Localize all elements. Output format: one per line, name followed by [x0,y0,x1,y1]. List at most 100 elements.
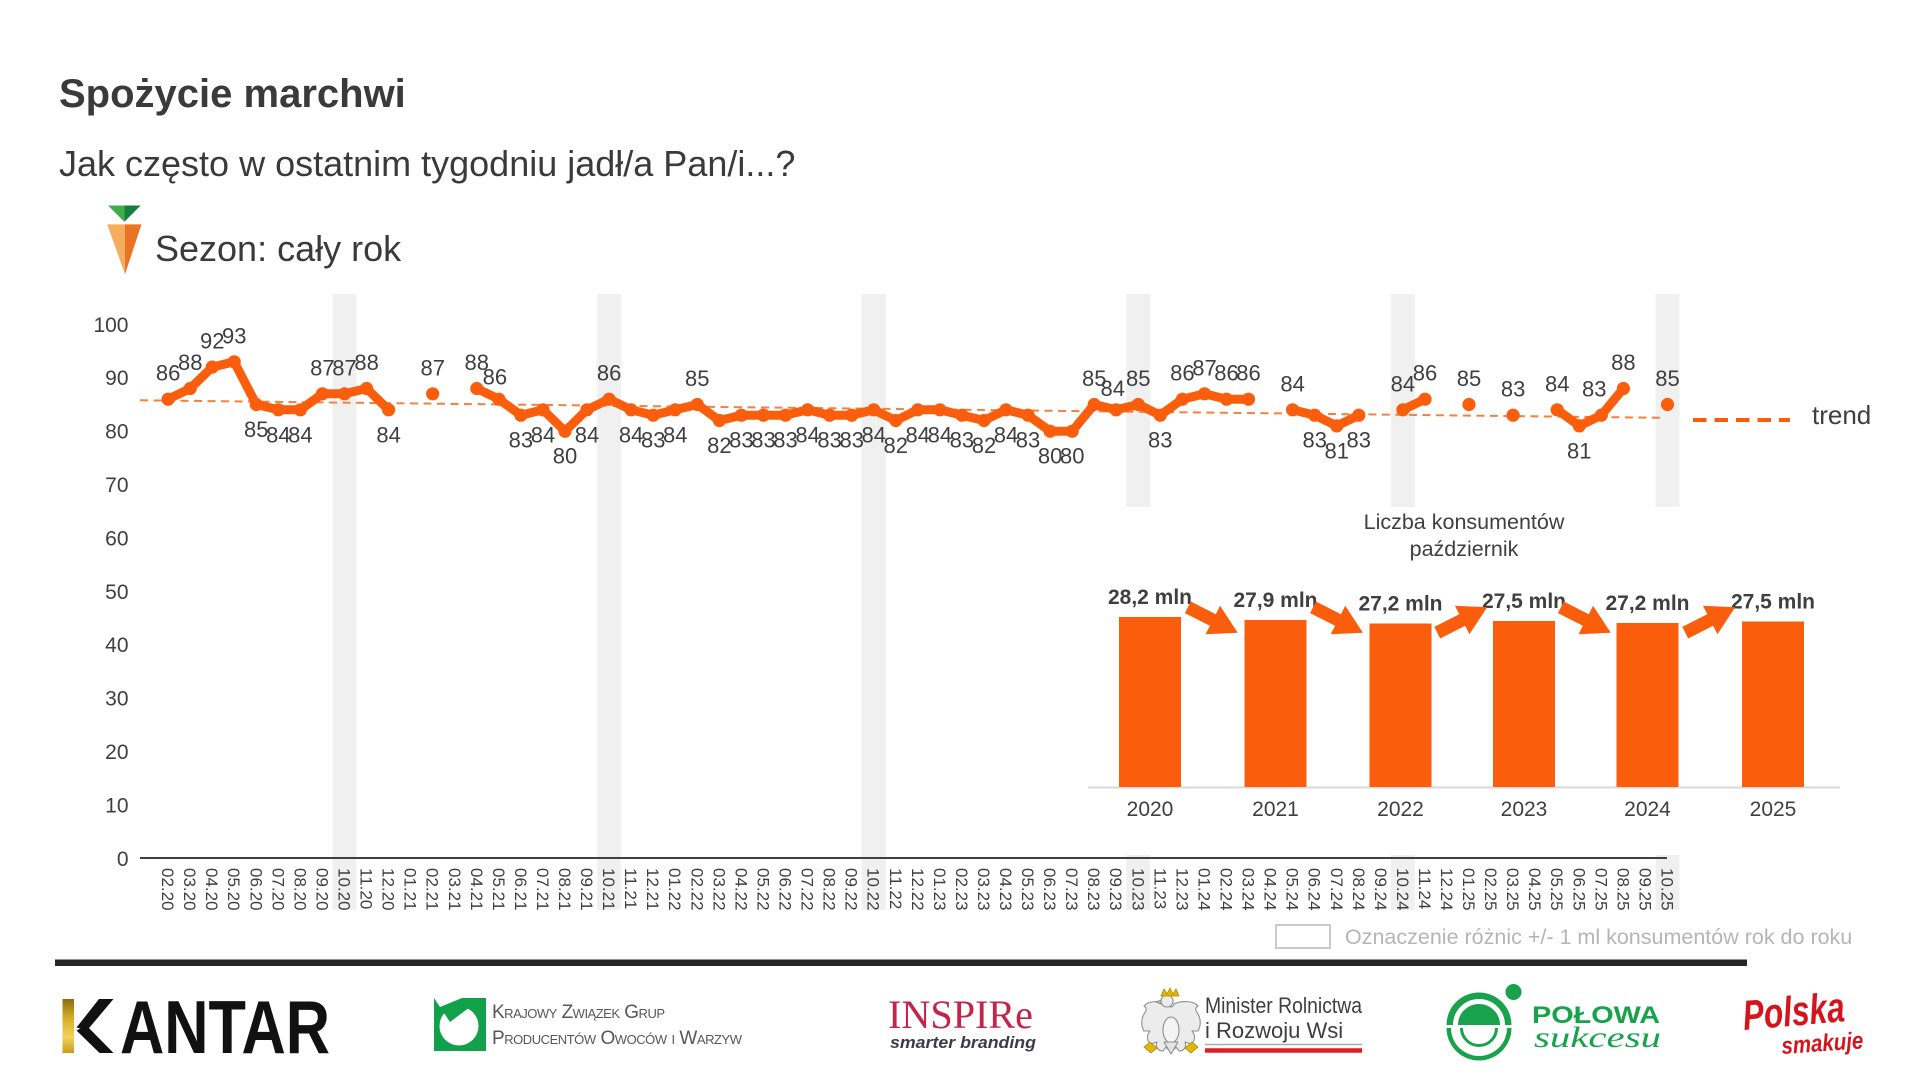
svg-text:01.25: 01.25 [1459,868,1478,911]
svg-text:84: 84 [663,422,687,447]
svg-text:02.20: 02.20 [158,868,177,911]
svg-text:05.25: 05.25 [1547,868,1566,911]
svg-text:84: 84 [795,422,819,447]
svg-text:85: 85 [1082,366,1106,391]
svg-text:83: 83 [1302,428,1326,453]
svg-text:83: 83 [729,428,753,453]
svg-text:08.23: 08.23 [1084,868,1103,911]
svg-text:83: 83 [773,428,797,453]
svg-text:06.22: 06.22 [776,868,795,911]
svg-text:trend: trend [1812,400,1871,430]
svg-text:12.22: 12.22 [908,868,927,911]
svg-text:10: 10 [105,794,128,817]
svg-text:80: 80 [553,444,577,469]
svg-text:03.21: 03.21 [445,868,464,911]
svg-text:81: 81 [1325,438,1349,463]
svg-text:09.22: 09.22 [842,868,861,911]
svg-text:05.24: 05.24 [1283,868,1302,911]
svg-text:11.22: 11.22 [886,868,905,909]
svg-text:Producentów Owoców i Warzyw: Producentów Owoców i Warzyw [492,1028,743,1049]
svg-text:08.22: 08.22 [820,868,839,911]
svg-text:100: 100 [93,314,128,337]
svg-text:84: 84 [1101,376,1125,401]
svg-text:2020: 2020 [1127,798,1174,821]
svg-text:02.21: 02.21 [423,868,442,911]
svg-text:08.20: 08.20 [290,868,309,911]
svg-text:09.23: 09.23 [1106,868,1125,911]
svg-text:27,9 mln: 27,9 mln [1233,589,1317,612]
svg-text:01.24: 01.24 [1195,868,1214,911]
svg-text:2022: 2022 [1377,798,1424,821]
svg-text:Polska: Polska [1741,983,1847,1039]
svg-text:01.22: 01.22 [665,868,684,911]
svg-text:86: 86 [483,365,507,390]
svg-text:09.24: 09.24 [1371,868,1390,911]
svg-text:88: 88 [354,350,378,375]
svg-text:04.21: 04.21 [467,868,486,911]
svg-text:07.23: 07.23 [1062,868,1081,911]
svg-text:12.23: 12.23 [1172,868,1191,911]
svg-text:87: 87 [310,355,334,380]
svg-text:08.21: 08.21 [555,868,574,911]
svg-text:84: 84 [575,422,599,447]
svg-text:86: 86 [597,361,621,386]
svg-text:60: 60 [105,527,128,550]
svg-text:06.24: 06.24 [1305,868,1324,911]
svg-text:05.21: 05.21 [489,868,508,911]
svg-text:ANTAR: ANTAR [120,985,330,1069]
svg-text:80: 80 [105,421,128,444]
svg-text:10.20: 10.20 [335,868,354,911]
svg-text:2023: 2023 [1501,798,1548,821]
svg-text:83: 83 [817,428,841,453]
svg-text:86: 86 [1170,361,1194,386]
svg-text:INSPIRe: INSPIRe [888,992,1033,1037]
svg-text:05.22: 05.22 [754,868,773,911]
svg-text:83: 83 [1148,428,1172,453]
svg-text:83: 83 [1501,377,1525,402]
svg-text:84: 84 [861,422,885,447]
svg-text:83: 83 [1582,377,1606,402]
svg-text:92: 92 [200,329,224,354]
svg-text:84: 84 [1391,371,1415,396]
svg-text:01.21: 01.21 [401,868,420,911]
svg-text:90: 90 [105,367,128,390]
svg-text:0: 0 [117,848,129,871]
svg-text:85: 85 [1457,366,1481,391]
svg-text:04.22: 04.22 [731,868,750,911]
svg-text:83: 83 [509,428,533,453]
svg-text:70: 70 [105,474,128,497]
svg-text:27,5 mln: 27,5 mln [1482,590,1566,613]
svg-text:27,2 mln: 27,2 mln [1358,593,1442,616]
svg-text:i Rozwoju Wsi: i Rozwoju Wsi [1205,1018,1343,1043]
svg-text:Minister Rolnictwa: Minister Rolnictwa [1205,993,1363,1018]
svg-text:10.22: 10.22 [864,868,883,911]
svg-text:2025: 2025 [1750,798,1797,821]
svg-text:83: 83 [839,428,863,453]
svg-text:10.23: 10.23 [1128,868,1147,911]
svg-text:Jak często w ostatnim tygodniu: Jak często w ostatnim tygodniu jadł/a Pa… [59,143,795,184]
svg-text:02.24: 02.24 [1217,868,1236,911]
svg-text:04.25: 04.25 [1525,868,1544,911]
svg-text:Spożycie marchwi: Spożycie marchwi [59,72,406,116]
svg-text:83: 83 [1016,428,1040,453]
svg-text:88: 88 [178,350,202,375]
svg-text:82: 82 [707,433,731,458]
svg-text:12.21: 12.21 [643,868,662,911]
svg-text:Sezon: cały rok: Sezon: cały rok [155,228,402,269]
svg-text:smarter branding: smarter branding [890,1033,1037,1052]
svg-text:87: 87 [1192,355,1216,380]
svg-text:88: 88 [1611,350,1635,375]
svg-text:02.22: 02.22 [687,868,706,911]
svg-text:09.25: 09.25 [1636,868,1655,911]
svg-text:83: 83 [950,428,974,453]
svg-text:84: 84 [928,422,952,447]
svg-text:Krajowy Związek Grup: Krajowy Związek Grup [492,1002,665,1023]
svg-text:04.20: 04.20 [202,868,221,911]
svg-text:82: 82 [884,433,908,458]
svg-text:Oznaczenie różnic +/- 1 ml kon: Oznaczenie różnic +/- 1 ml konsumentów r… [1345,925,1852,949]
svg-text:87: 87 [332,355,356,380]
svg-text:Liczba konsumentów: Liczba konsumentów [1364,510,1565,534]
svg-text:11.23: 11.23 [1150,868,1169,909]
svg-text:80: 80 [1038,444,1062,469]
svg-text:11.21: 11.21 [621,868,640,909]
